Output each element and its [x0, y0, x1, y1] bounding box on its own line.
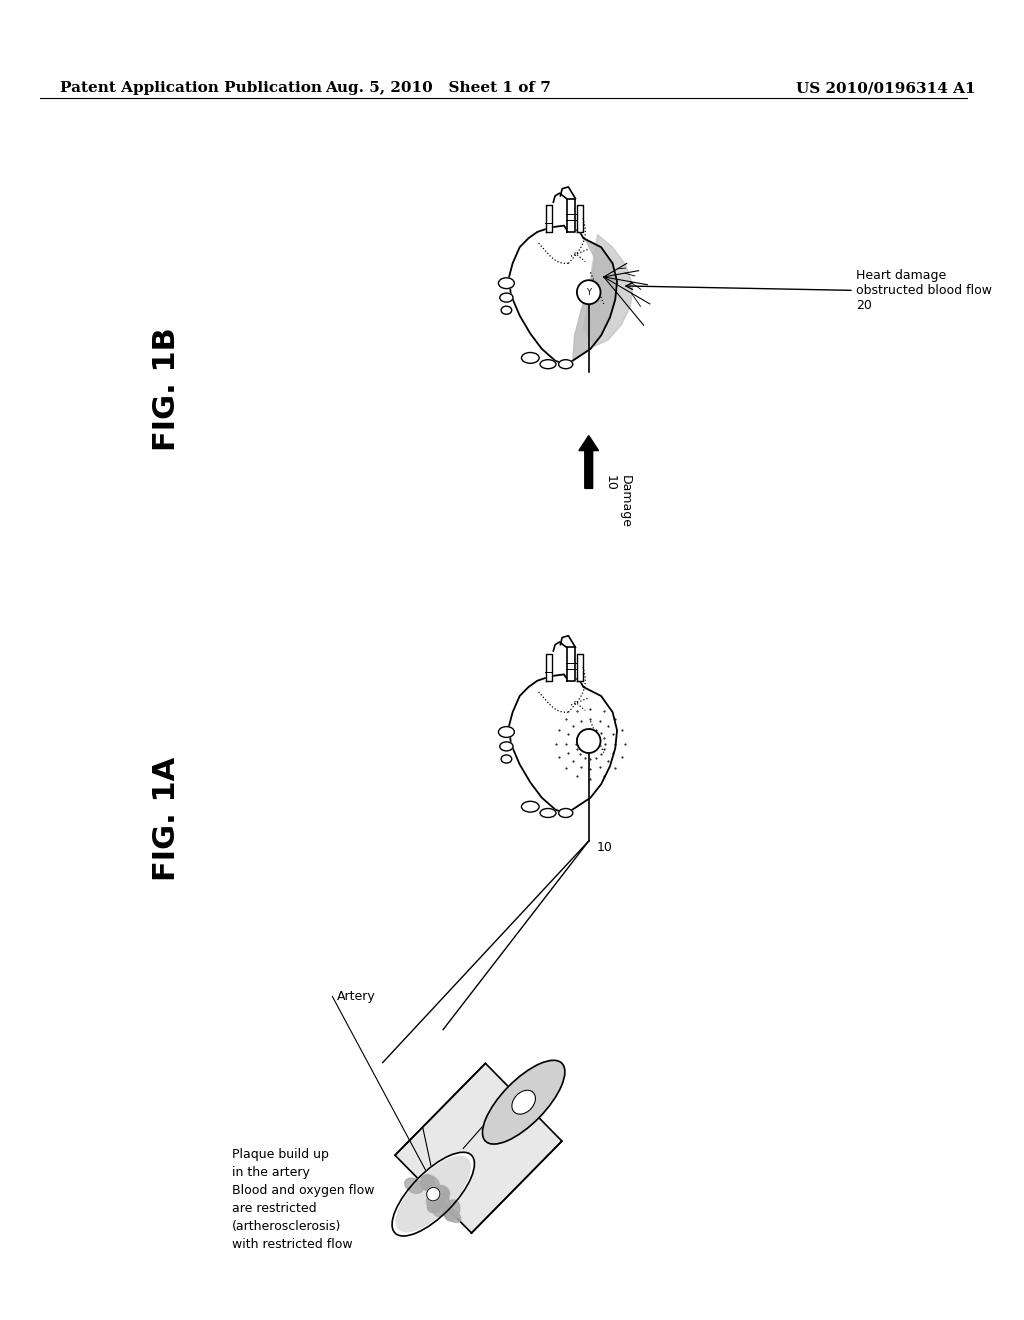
Ellipse shape: [500, 293, 513, 302]
Text: Aug. 5, 2010   Sheet 1 of 7: Aug. 5, 2010 Sheet 1 of 7: [326, 82, 551, 95]
Ellipse shape: [559, 808, 572, 817]
Ellipse shape: [521, 352, 540, 363]
Ellipse shape: [396, 1156, 470, 1232]
Polygon shape: [566, 198, 575, 232]
Polygon shape: [395, 1064, 562, 1233]
Ellipse shape: [444, 1200, 460, 1221]
Polygon shape: [546, 205, 552, 232]
Text: US 2010/0196314 A1: US 2010/0196314 A1: [797, 82, 976, 95]
Text: Damage
10: Damage 10: [603, 475, 632, 528]
Polygon shape: [553, 636, 575, 651]
Ellipse shape: [423, 1176, 439, 1191]
Ellipse shape: [499, 277, 514, 289]
Ellipse shape: [392, 1152, 474, 1236]
Ellipse shape: [540, 360, 556, 368]
Ellipse shape: [404, 1179, 423, 1193]
Text: 10: 10: [597, 841, 612, 854]
Circle shape: [577, 280, 600, 304]
Polygon shape: [578, 205, 584, 232]
Polygon shape: [578, 653, 584, 681]
Polygon shape: [572, 238, 617, 360]
Text: Artery: Artery: [337, 990, 376, 1003]
Polygon shape: [546, 653, 552, 681]
Ellipse shape: [501, 755, 512, 763]
Ellipse shape: [540, 808, 556, 817]
Polygon shape: [566, 647, 575, 681]
Ellipse shape: [422, 1175, 434, 1191]
Polygon shape: [584, 235, 633, 346]
Ellipse shape: [438, 1195, 451, 1209]
Circle shape: [577, 729, 600, 752]
Ellipse shape: [431, 1185, 450, 1199]
Ellipse shape: [427, 1193, 443, 1213]
Polygon shape: [509, 675, 617, 813]
Ellipse shape: [482, 1060, 565, 1144]
Text: FIG. 1B: FIG. 1B: [152, 327, 180, 451]
Ellipse shape: [499, 726, 514, 738]
Ellipse shape: [420, 1175, 434, 1191]
Text: Heart damage
obstructed blood flow
20: Heart damage obstructed blood flow 20: [856, 269, 992, 312]
FancyArrow shape: [579, 436, 599, 488]
Text: FIG. 1A: FIG. 1A: [152, 756, 180, 880]
Ellipse shape: [512, 1090, 536, 1114]
Polygon shape: [509, 226, 617, 364]
Polygon shape: [553, 187, 575, 202]
Ellipse shape: [559, 360, 572, 368]
Text: Y: Y: [586, 288, 591, 297]
Ellipse shape: [500, 742, 513, 751]
Ellipse shape: [442, 1208, 461, 1222]
Text: Patent Application Publication: Patent Application Publication: [60, 82, 323, 95]
Ellipse shape: [501, 306, 512, 314]
Ellipse shape: [427, 1188, 440, 1201]
Ellipse shape: [521, 801, 540, 812]
Ellipse shape: [432, 1201, 447, 1217]
Ellipse shape: [426, 1196, 441, 1212]
Ellipse shape: [435, 1187, 450, 1201]
Text: Plaque build up
in the artery
Blood and oxygen flow
are restricted
(artheroscler: Plaque build up in the artery Blood and …: [231, 1148, 374, 1251]
